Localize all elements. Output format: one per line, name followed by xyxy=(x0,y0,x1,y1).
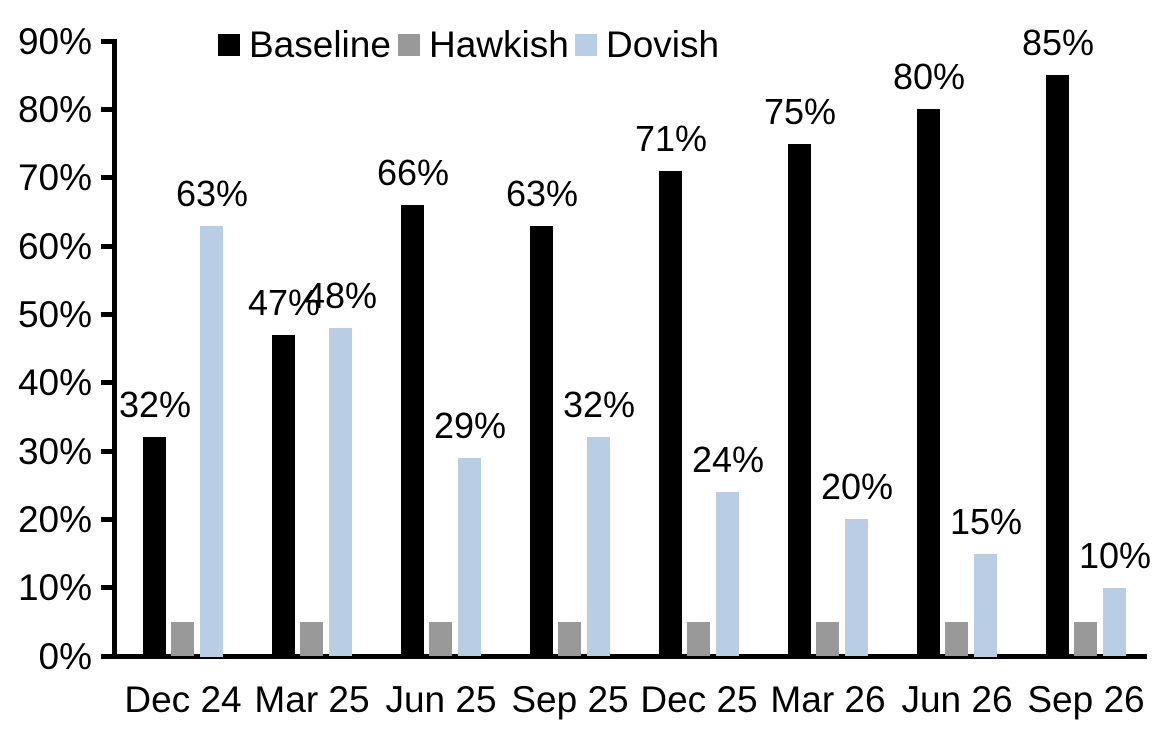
y-axis-tick xyxy=(101,380,115,385)
bar-hawkish xyxy=(687,622,710,656)
y-axis-tick-label: 10% xyxy=(17,567,92,608)
bar-baseline xyxy=(530,226,553,657)
y-axis-tick xyxy=(101,312,115,317)
y-axis-tick xyxy=(101,107,115,112)
x-axis xyxy=(101,654,1147,659)
data-label-baseline: 71% xyxy=(634,118,708,159)
bar-baseline xyxy=(659,171,682,656)
x-axis-category-label: Dec 24 xyxy=(124,679,242,720)
legend-label: Baseline xyxy=(249,24,391,65)
bar-baseline xyxy=(917,109,940,656)
bar-dovish xyxy=(329,328,352,656)
y-axis-tick-label: 30% xyxy=(17,431,92,472)
data-label-baseline: 47% xyxy=(247,282,321,323)
data-label-baseline: 32% xyxy=(118,384,192,425)
data-label-baseline: 80% xyxy=(892,56,966,97)
data-label-dovish: 10% xyxy=(1078,535,1152,576)
bar-baseline xyxy=(401,205,424,656)
y-axis-tick xyxy=(101,244,115,249)
bar-hawkish xyxy=(945,622,968,656)
legend-item-hawkish: Hawkish xyxy=(398,26,569,63)
legend-swatch-icon xyxy=(218,33,240,56)
data-label-dovish: 32% xyxy=(562,384,636,425)
y-axis-tick-label: 70% xyxy=(17,157,92,198)
x-axis-category-label: Jun 26 xyxy=(901,679,1013,720)
bar-hawkish xyxy=(816,622,839,656)
bar-hawkish xyxy=(429,622,452,656)
legend-label: Hawkish xyxy=(429,24,569,65)
bar-hawkish xyxy=(1074,622,1097,656)
y-axis-tick xyxy=(101,175,115,180)
y-axis-tick-label: 20% xyxy=(17,499,92,540)
bar-hawkish xyxy=(171,622,194,656)
y-axis xyxy=(112,39,117,659)
y-axis-tick-label: 40% xyxy=(17,362,92,403)
x-axis-category-label: Jun 25 xyxy=(385,679,497,720)
legend: Baseline Hawkish Dovish xyxy=(0,0,1152,70)
bar-hawkish xyxy=(558,622,581,656)
x-axis-category-label: Mar 26 xyxy=(770,679,886,720)
y-axis-tick-label: 80% xyxy=(17,89,92,130)
bar-dovish xyxy=(845,519,868,656)
x-axis-category-label: Sep 26 xyxy=(1027,679,1145,720)
data-label-dovish: 15% xyxy=(949,501,1023,542)
y-axis-tick xyxy=(101,517,115,522)
y-axis-tick-label: 90% xyxy=(17,21,92,62)
y-axis-tick-label: 50% xyxy=(17,294,92,335)
y-axis-tick xyxy=(101,39,115,44)
bar-hawkish xyxy=(300,622,323,656)
bar-baseline xyxy=(788,144,811,657)
y-axis-tick xyxy=(101,585,115,590)
data-label-baseline: 66% xyxy=(376,152,450,193)
y-axis-tick-label: 0% xyxy=(38,636,92,677)
bar-baseline xyxy=(143,437,166,656)
bar-dovish xyxy=(1103,588,1126,656)
bar-baseline xyxy=(1046,75,1069,656)
x-axis-category-label: Sep 25 xyxy=(511,679,629,720)
data-label-baseline: 75% xyxy=(763,91,837,132)
legend-swatch-icon xyxy=(575,33,597,56)
x-axis-category-label: Dec 25 xyxy=(640,679,758,720)
data-label-dovish: 63% xyxy=(175,173,249,214)
data-label-baseline: 85% xyxy=(1021,22,1095,63)
data-label-dovish: 24% xyxy=(691,439,765,480)
legend-item-baseline: Baseline xyxy=(218,26,391,63)
data-label-baseline: 63% xyxy=(505,173,579,214)
data-label-dovish: 20% xyxy=(820,466,894,507)
legend-item-dovish: Dovish xyxy=(575,26,719,63)
bar-dovish xyxy=(200,226,223,657)
y-axis-tick-label: 60% xyxy=(17,226,92,267)
bar-dovish xyxy=(458,458,481,656)
y-axis-tick xyxy=(101,449,115,454)
bar-dovish xyxy=(974,554,997,657)
legend-label: Dovish xyxy=(606,24,720,65)
bar-dovish xyxy=(587,437,610,656)
data-label-dovish: 48% xyxy=(304,275,378,316)
bar-dovish xyxy=(716,492,739,656)
data-label-dovish: 29% xyxy=(433,405,507,446)
x-axis-category-label: Mar 25 xyxy=(254,679,370,720)
bar-baseline xyxy=(272,335,295,656)
legend-swatch-icon xyxy=(398,33,420,56)
